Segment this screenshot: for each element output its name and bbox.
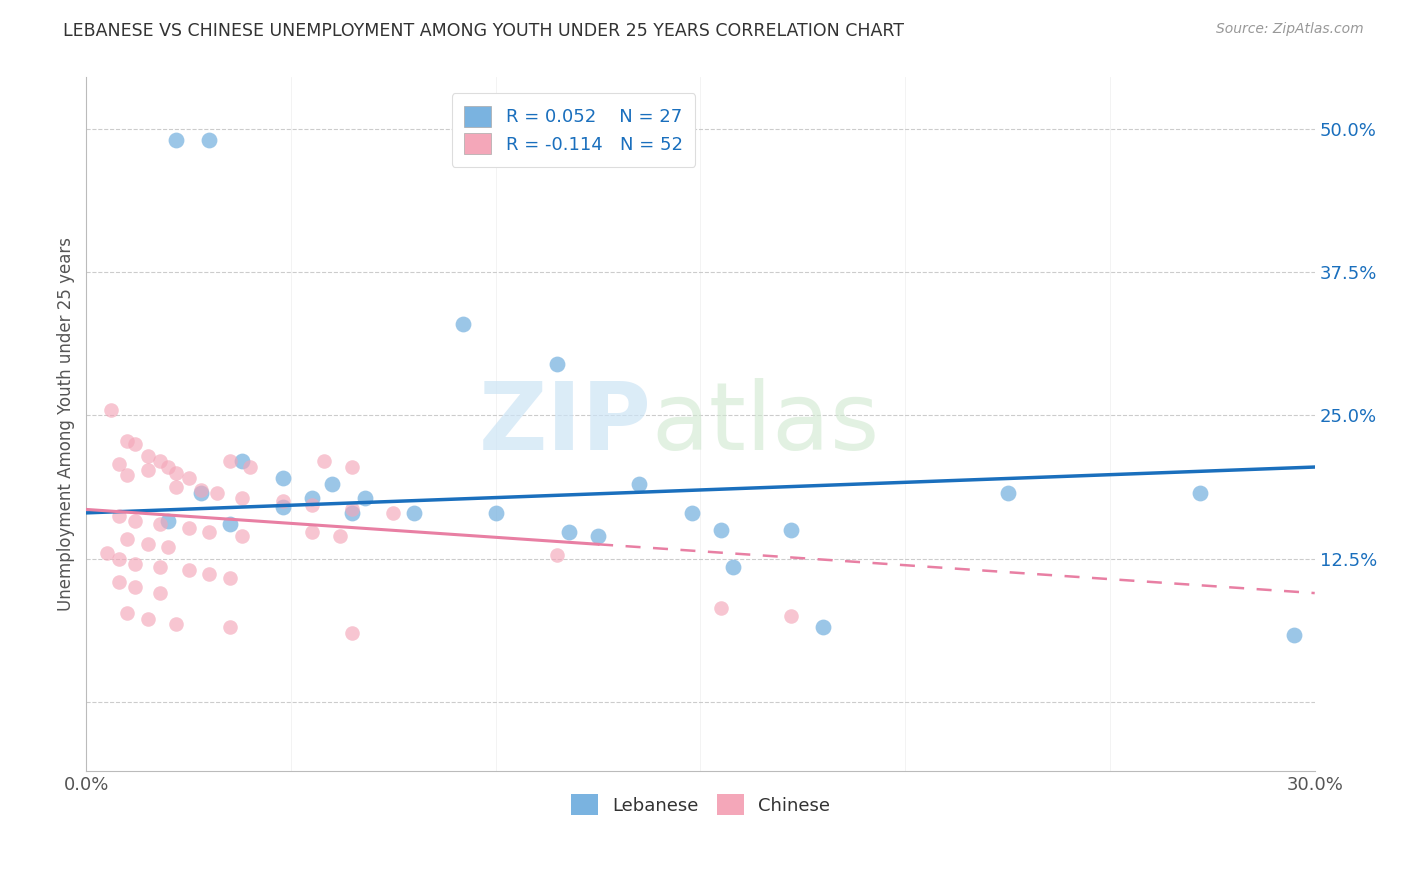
Point: [1189, 486, 1212, 500]
Point: [177, 563, 200, 577]
Point: [779, 523, 801, 537]
Point: [546, 357, 568, 371]
Point: [546, 548, 568, 562]
Point: [198, 525, 221, 540]
Point: [628, 477, 651, 491]
Point: [301, 525, 323, 540]
Point: [165, 479, 187, 493]
Point: [108, 574, 131, 589]
Point: [312, 454, 335, 468]
Point: [342, 626, 364, 640]
Point: [136, 537, 159, 551]
Point: [115, 468, 138, 483]
Point: [190, 483, 212, 497]
Point: [177, 471, 200, 485]
Point: [342, 502, 364, 516]
Point: [149, 559, 172, 574]
Point: [342, 460, 364, 475]
Point: [218, 454, 240, 468]
Point: [177, 521, 200, 535]
Point: [723, 559, 745, 574]
Point: [231, 454, 253, 468]
Point: [157, 460, 180, 475]
Point: [149, 586, 172, 600]
Point: [136, 449, 159, 463]
Point: [342, 506, 364, 520]
Point: [218, 571, 240, 585]
Point: [710, 601, 733, 615]
Point: [108, 457, 131, 471]
Point: [165, 133, 187, 147]
Text: Source: ZipAtlas.com: Source: ZipAtlas.com: [1216, 22, 1364, 37]
Point: [136, 463, 159, 477]
Point: [108, 551, 131, 566]
Point: [149, 517, 172, 532]
Point: [115, 533, 138, 547]
Point: [190, 486, 212, 500]
Point: [157, 514, 180, 528]
Point: [997, 486, 1019, 500]
Point: [586, 529, 609, 543]
Point: [813, 620, 835, 634]
Point: [115, 606, 138, 620]
Legend: Lebanese, Chinese: Lebanese, Chinese: [562, 785, 839, 824]
Point: [382, 506, 405, 520]
Point: [124, 514, 146, 528]
Point: [239, 460, 262, 475]
Point: [198, 566, 221, 581]
Point: [451, 317, 474, 331]
Text: ZIP: ZIP: [478, 378, 651, 470]
Point: [485, 506, 508, 520]
Point: [96, 546, 118, 560]
Point: [301, 491, 323, 505]
Point: [136, 612, 159, 626]
Point: [558, 525, 581, 540]
Text: LEBANESE VS CHINESE UNEMPLOYMENT AMONG YOUTH UNDER 25 YEARS CORRELATION CHART: LEBANESE VS CHINESE UNEMPLOYMENT AMONG Y…: [63, 22, 904, 40]
Point: [271, 500, 294, 515]
Point: [165, 617, 187, 632]
Point: [115, 434, 138, 448]
Point: [710, 523, 733, 537]
Point: [329, 529, 352, 543]
Point: [218, 517, 240, 532]
Y-axis label: Unemployment Among Youth under 25 years: Unemployment Among Youth under 25 years: [58, 237, 75, 611]
Point: [402, 506, 425, 520]
Point: [149, 454, 172, 468]
Point: [100, 402, 122, 417]
Point: [165, 466, 187, 480]
Point: [231, 491, 253, 505]
Point: [353, 491, 375, 505]
Point: [124, 558, 146, 572]
Point: [271, 471, 294, 485]
Text: atlas: atlas: [651, 378, 880, 470]
Point: [321, 477, 343, 491]
Point: [157, 541, 180, 555]
Point: [124, 437, 146, 451]
Point: [124, 580, 146, 594]
Point: [1284, 628, 1306, 642]
Point: [198, 133, 221, 147]
Point: [108, 509, 131, 524]
Point: [681, 506, 703, 520]
Point: [207, 486, 229, 500]
Point: [231, 529, 253, 543]
Point: [779, 609, 801, 624]
Point: [218, 620, 240, 634]
Point: [271, 494, 294, 508]
Point: [301, 498, 323, 512]
